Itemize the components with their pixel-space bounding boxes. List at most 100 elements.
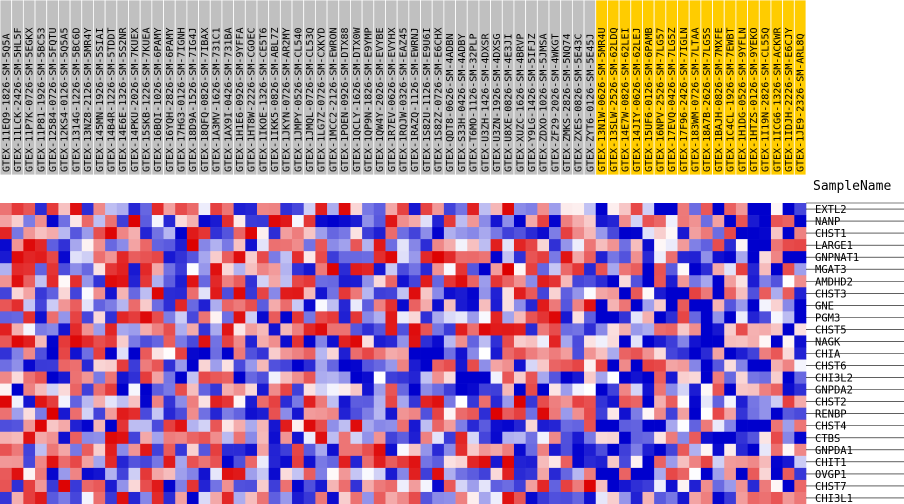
heatmap-cell (595, 311, 608, 324)
heatmap-cell (233, 311, 246, 324)
heatmap-cell (572, 395, 585, 408)
heatmap-cell (560, 383, 573, 396)
heatmap-cell (549, 347, 561, 360)
heatmap-cell (292, 419, 305, 433)
heatmap-cell (186, 383, 199, 396)
heatmap-cell (572, 479, 585, 493)
heatmap-cell (373, 443, 386, 457)
heatmap-cell (81, 227, 94, 240)
heatmap-cell (210, 491, 223, 504)
heatmap-cell (58, 215, 71, 228)
heatmap-cell (175, 215, 188, 228)
heatmap-cell (11, 383, 24, 396)
heatmap-cell (502, 479, 515, 493)
heatmap-cell (619, 311, 632, 324)
heatmap-cell (455, 395, 468, 408)
heatmap-cell (175, 323, 188, 336)
heatmap-cell (256, 299, 269, 312)
heatmap-cell (595, 359, 608, 372)
heatmap-cell (373, 383, 386, 396)
heatmap-cell (770, 203, 783, 216)
heatmap-cell (747, 311, 760, 324)
column-label: GTEX-1A3MV-1626-SM-731C1 (212, 28, 223, 172)
column-label: GTEX-18QFQ-0826-SM-7IBAX (200, 28, 211, 173)
heatmap-cell (280, 215, 293, 228)
column-label: GTEX-12KS4-0126-SM-5Q5A5 (60, 28, 71, 173)
heatmap-cell (256, 419, 269, 433)
heatmap-cell (759, 287, 772, 300)
heatmap-cell (116, 395, 129, 408)
heatmap-cell (455, 407, 468, 421)
heatmap-cell (747, 455, 760, 469)
heatmap-cell (455, 491, 468, 504)
heatmap-cell (373, 335, 386, 348)
heatmap-cell (315, 311, 328, 324)
heatmap-cell (11, 287, 24, 300)
heatmap-cell (549, 203, 561, 216)
heatmap-cell (58, 455, 71, 469)
heatmap-cell (233, 371, 246, 384)
heatmap-cell (35, 455, 48, 469)
heatmap-cell (362, 383, 375, 396)
heatmap-cell (467, 359, 480, 372)
heatmap-cell (525, 467, 538, 481)
heatmap-cell (105, 383, 118, 396)
heatmap-cell (665, 359, 678, 372)
heatmap-cell (642, 407, 655, 421)
heatmap-cell (630, 275, 643, 288)
heatmap-cell (362, 251, 375, 264)
heatmap-cell (268, 239, 281, 252)
heatmap-cell (373, 455, 386, 469)
heatmap-cell (116, 467, 129, 481)
heatmap-cell (537, 263, 550, 276)
heatmap-cell (362, 347, 375, 360)
heatmap-cell (70, 407, 83, 421)
heatmap-cell (23, 455, 36, 469)
heatmap-cell (35, 395, 48, 408)
heatmap-cell (584, 467, 597, 481)
heatmap-cell (408, 419, 421, 433)
heatmap-cell (81, 311, 94, 324)
heatmap-cell (665, 335, 678, 348)
heatmap-cell (245, 275, 258, 288)
heatmap-cell (735, 215, 748, 228)
heatmap-cell (467, 395, 480, 408)
heatmap-cell (420, 371, 433, 384)
heatmap-cell (256, 479, 269, 493)
heatmap-cell (584, 335, 597, 348)
heatmap-cell (385, 227, 398, 240)
heatmap-cell (408, 347, 421, 360)
heatmap-cell (584, 251, 597, 264)
heatmap-cell (151, 299, 164, 312)
heatmap-cell (350, 383, 363, 396)
heatmap-cell (163, 395, 176, 408)
heatmap-cell (175, 335, 188, 348)
heatmap-cell (700, 323, 713, 336)
heatmap-cell (560, 491, 573, 504)
heatmap-cell (735, 467, 748, 481)
heatmap-cell (292, 203, 305, 216)
heatmap-cell (665, 371, 678, 384)
heatmap-cell (175, 395, 188, 408)
heatmap-cell (630, 335, 643, 348)
heatmap-cell (537, 419, 550, 433)
heatmap-cell (116, 311, 129, 324)
heatmap-cell (350, 443, 363, 457)
heatmap-cell (677, 383, 690, 396)
heatmap-cell (443, 455, 456, 469)
heatmap-cell (151, 215, 164, 228)
heatmap-cell (256, 371, 269, 384)
heatmap-cell (140, 215, 153, 228)
heatmap-cell (81, 431, 94, 445)
heatmap-cell (642, 479, 655, 493)
heatmap-cell (677, 491, 690, 504)
heatmap-cell (23, 359, 36, 372)
heatmap-cell (23, 275, 36, 288)
heatmap-cell (654, 467, 667, 481)
heatmap-cell (256, 431, 269, 445)
heatmap-cell (525, 299, 538, 312)
heatmap-cell (619, 203, 632, 216)
heatmap-cell (350, 335, 363, 348)
heatmap-cell (619, 407, 632, 421)
heatmap-cell (560, 347, 573, 360)
